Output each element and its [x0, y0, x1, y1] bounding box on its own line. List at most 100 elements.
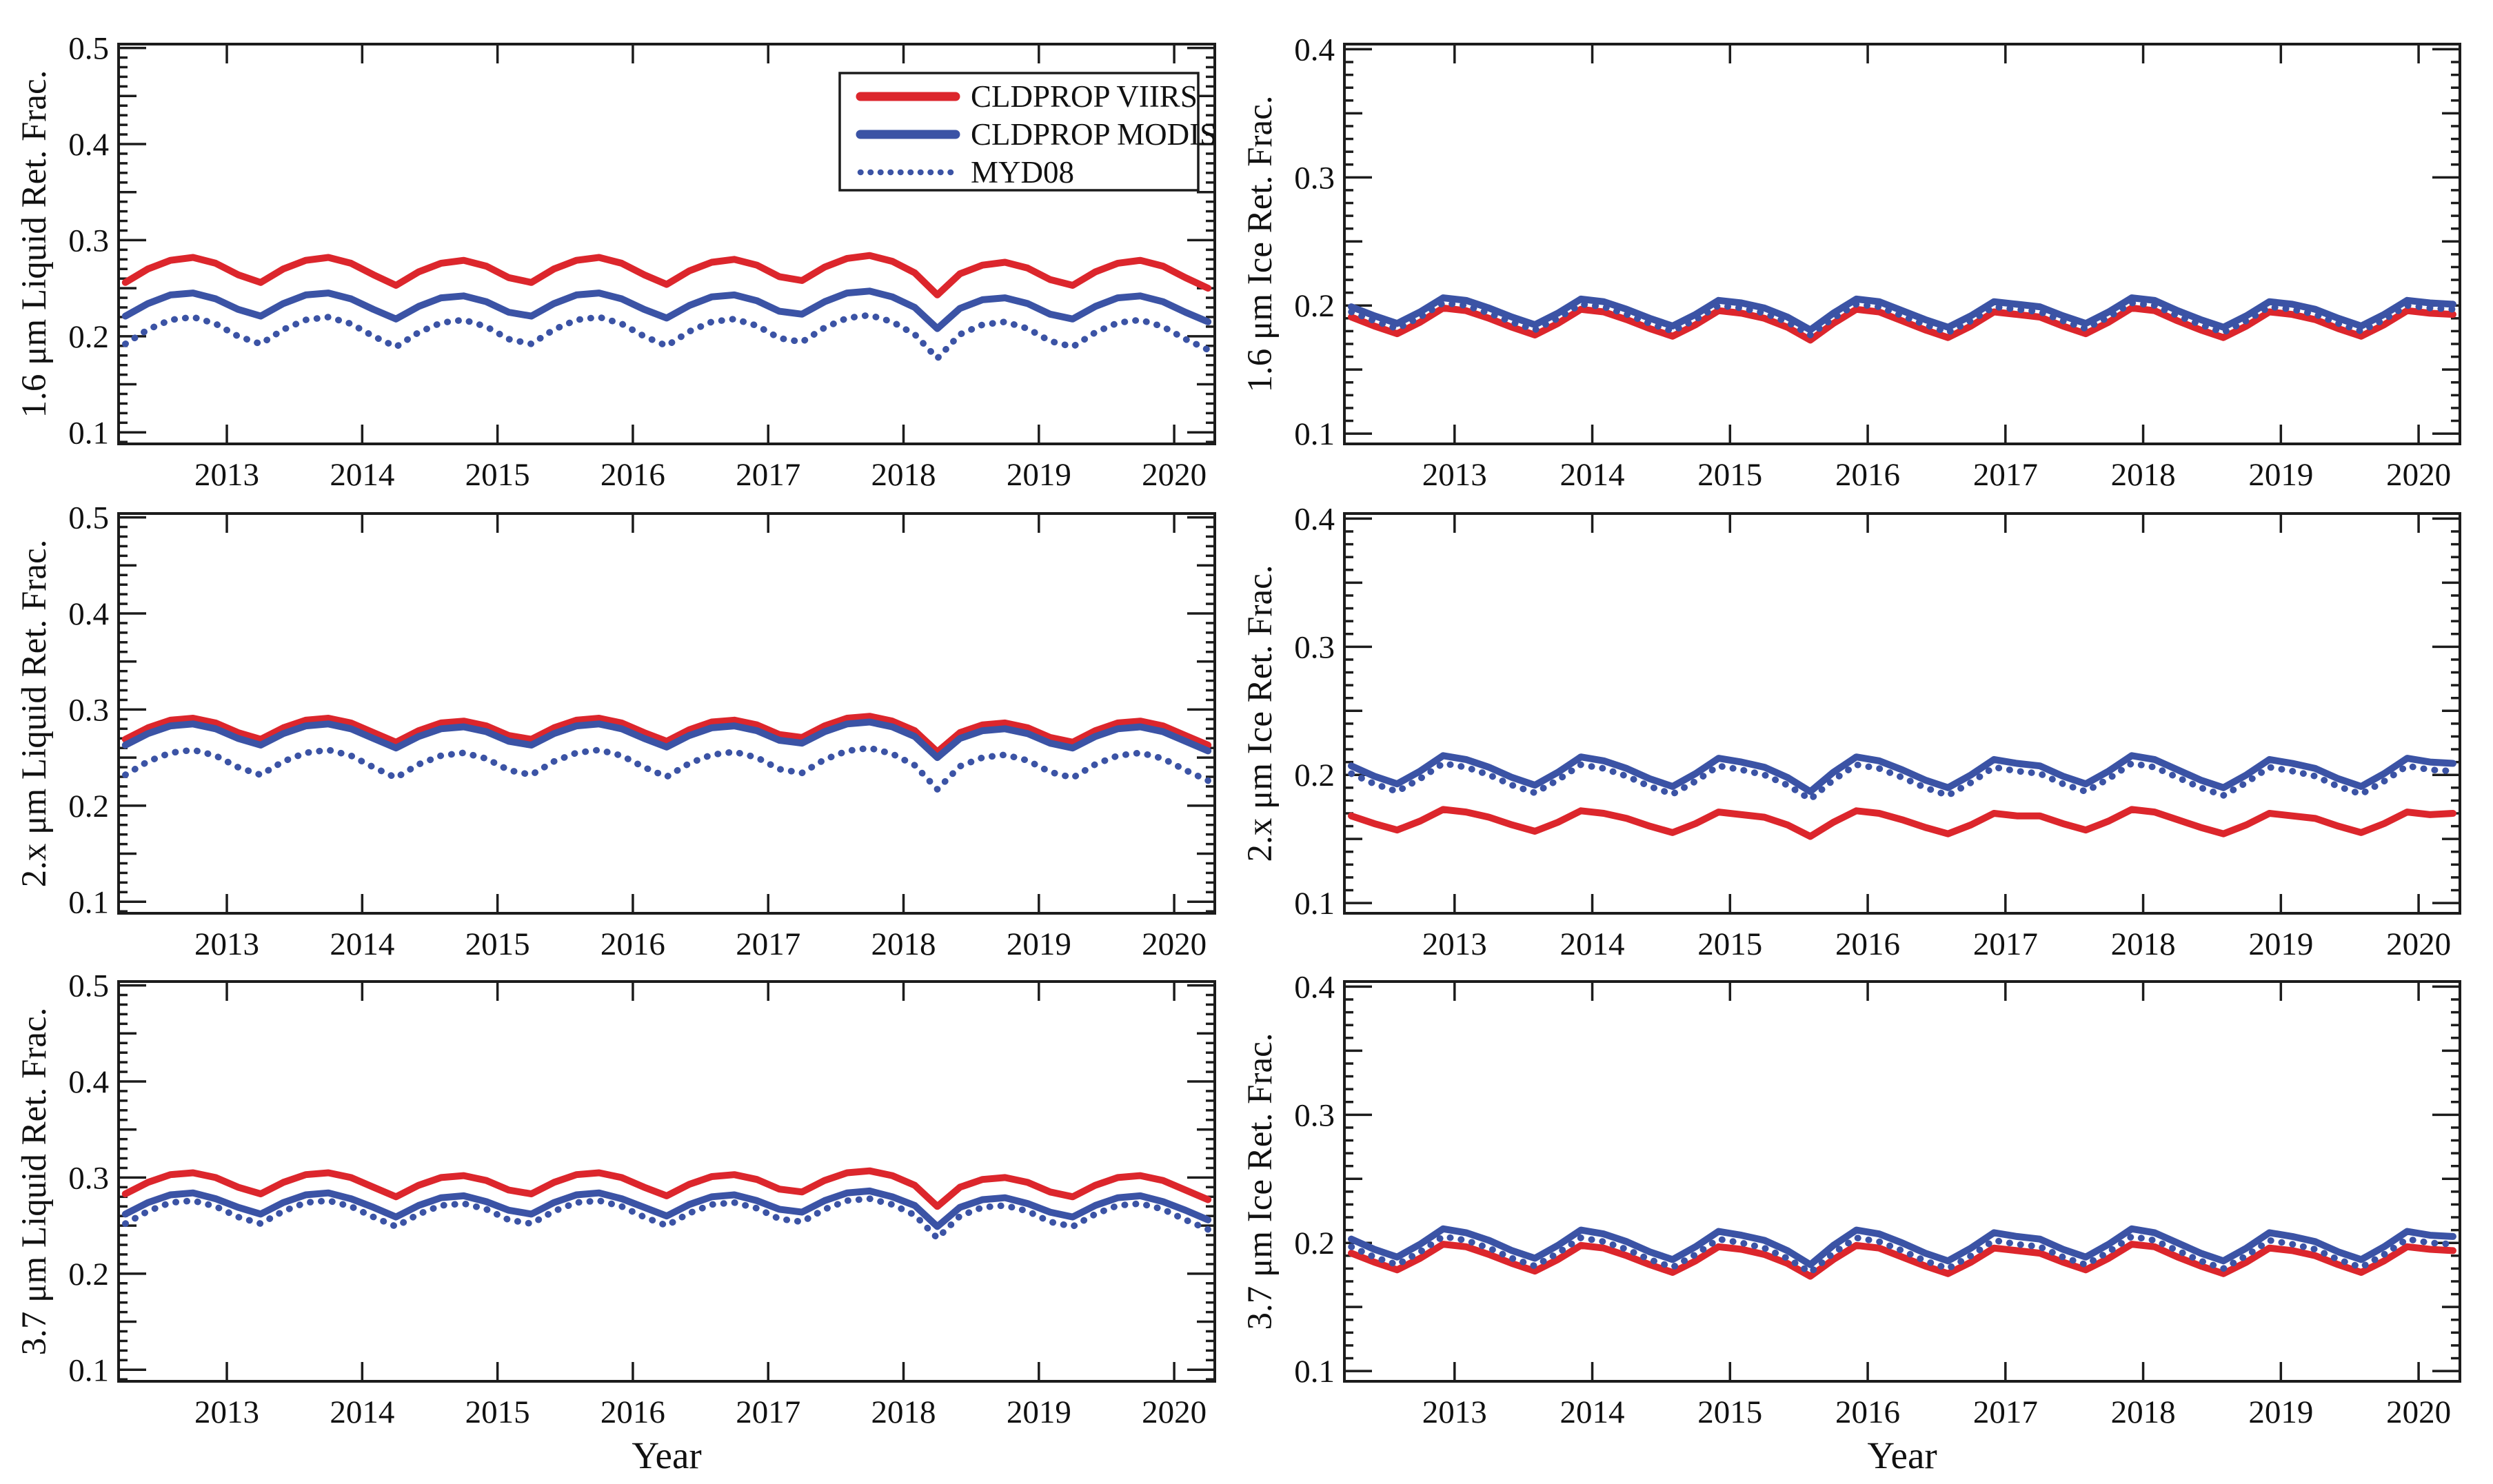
- x-ticks: [1453, 44, 2420, 444]
- y-tick-label: 0.3: [68, 692, 109, 728]
- x-tick-label: 2017: [736, 457, 800, 493]
- series-line-cldprop-viirs: [1348, 1241, 2456, 1280]
- x-tick-label: 2014: [1560, 1394, 1625, 1430]
- series-line-cldprop-modis: [1348, 752, 2456, 795]
- x-tick-label: 2013: [1422, 926, 1487, 962]
- y-tick-label: 0.1: [1294, 886, 1335, 922]
- series-line-myd08: [1348, 299, 2456, 338]
- axis-frame: [117, 980, 1216, 1383]
- y-tick-label: 0.3: [1294, 1097, 1335, 1133]
- legend-label-cldprop-modis: CLDPROP MODIS: [971, 117, 1217, 152]
- series-line-cldprop-modis: [121, 287, 1212, 332]
- x-axis-title: Year: [632, 1434, 701, 1476]
- x-tick-label: 2018: [2111, 457, 2176, 493]
- y-ticks: [119, 984, 1215, 1381]
- y-tick-label: 0.1: [1294, 1354, 1335, 1390]
- y-tick-label: 0.2: [68, 1257, 109, 1292]
- y-tick-label: 0.3: [68, 223, 109, 258]
- x-tick-label: 2015: [465, 1394, 530, 1430]
- x-tick-label: 2016: [1835, 1394, 1900, 1430]
- x-tick-label: 2014: [330, 1394, 394, 1430]
- panel-1-6um-liquid: 0.1 0.2 0.3 0.4 0.5 2013 2014 2015 2016 2017 2018 2…: [15, 31, 1216, 493]
- x-tick-label: 2018: [2111, 926, 2176, 962]
- y-axis-title: 3.7 μm Ice Ret. Frac.: [1241, 1033, 1280, 1330]
- panel-3-7um-ice: 0.1 0.2 0.3 0.4 2013 2014 2015 2016 2017 2018 2019…: [1241, 969, 2461, 1476]
- x-tick-label: 2017: [736, 1394, 800, 1430]
- x-tick-label: 2020: [1142, 926, 1207, 962]
- y-tick-label: 0.5: [68, 31, 109, 67]
- x-tick-label: 2015: [465, 926, 530, 962]
- y-axis-title: 3.7 μm Liquid Ret. Frac.: [15, 1008, 54, 1356]
- x-tick-label: 2020: [2386, 457, 2451, 493]
- x-tick-label: 2015: [1697, 926, 1762, 962]
- x-tick-label: 2019: [1007, 926, 1071, 962]
- x-tick-label: 2018: [871, 457, 936, 493]
- x-axis-title: Year: [1867, 1434, 1937, 1476]
- series-line-cldprop-modis: [121, 718, 1212, 762]
- series-line-cldprop-viirs: [121, 252, 1212, 298]
- y-tick-label: 0.2: [1294, 1226, 1335, 1261]
- y-tick-label: 0.3: [1294, 160, 1335, 196]
- x-ticks: [225, 982, 1175, 1381]
- x-ticks: [1453, 982, 2420, 1381]
- y-axis-title: 1.6 μm Ice Ret. Frac.: [1241, 96, 1280, 393]
- legend-label-cldprop-viirs: CLDPROP VIIRS: [971, 79, 1198, 114]
- x-tick-label: 2013: [194, 926, 259, 962]
- panel-1-6um-ice: 0.1 0.2 0.3 0.4 2013 2014 2015 2016 2017 2018 2019…: [1241, 32, 2461, 493]
- x-tick-label: 2013: [1422, 1394, 1487, 1430]
- x-tick-label: 2013: [194, 457, 259, 493]
- y-ticks: [119, 516, 1215, 913]
- series-line-myd08: [122, 744, 1211, 793]
- y-ticks: [119, 46, 1215, 443]
- y-tick-label: 0.4: [68, 596, 109, 632]
- series-line-cldprop-modis: [121, 1187, 1212, 1230]
- series-line-cldprop-viirs: [1348, 304, 2456, 344]
- y-tick-label: 0.1: [68, 1352, 109, 1388]
- y-tick-label: 0.1: [68, 415, 109, 451]
- y-tick-label: 0.4: [1294, 32, 1335, 68]
- x-tick-label: 2019: [2248, 1394, 2313, 1430]
- x-tick-label: 2017: [1973, 926, 2038, 962]
- x-tick-label: 2020: [1142, 1394, 1207, 1430]
- axis-frame: [117, 512, 1216, 915]
- x-tick-label: 2016: [600, 1394, 665, 1430]
- x-tick-label: 2016: [600, 926, 665, 962]
- y-axis-title: 2.x μm Liquid Ret. Frac.: [15, 540, 54, 888]
- x-ticks: [1453, 514, 2420, 913]
- x-tick-label: 2017: [1973, 1394, 2038, 1430]
- y-ticks: [1344, 48, 2460, 435]
- x-tick-label: 2016: [600, 457, 665, 493]
- x-tick-label: 2017: [1973, 457, 2038, 493]
- axis-frame: [117, 43, 1216, 445]
- series-line-cldprop-viirs: [1348, 806, 2456, 840]
- x-tick-label: 2018: [871, 926, 936, 962]
- y-ticks: [1344, 517, 2460, 904]
- axis-frame: [1343, 980, 2461, 1383]
- series-line-cldprop-modis: [1348, 294, 2456, 334]
- x-tick-label: 2017: [736, 926, 800, 962]
- x-tick-label: 2018: [871, 1394, 936, 1430]
- y-axis-title: 1.6 μm Liquid Ret. Frac.: [15, 70, 54, 418]
- y-tick-label: 0.3: [68, 1160, 109, 1196]
- x-tick-label: 2020: [2386, 1394, 2451, 1430]
- series-line-cldprop-viirs: [121, 713, 1212, 755]
- y-tick-label: 0.5: [68, 500, 109, 536]
- x-tick-label: 2015: [465, 457, 530, 493]
- x-tick-label: 2014: [330, 457, 394, 493]
- y-axis-title: 2.x μm Ice Ret. Frac.: [1241, 565, 1280, 862]
- y-tick-label: 0.4: [1294, 501, 1335, 537]
- axis-frame: [1343, 43, 2461, 445]
- x-tick-label: 2019: [1007, 1394, 1071, 1430]
- x-tick-label: 2020: [2386, 926, 2451, 962]
- x-tick-label: 2013: [194, 1394, 259, 1430]
- axis-frame: [1343, 512, 2461, 915]
- y-tick-label: 0.1: [1294, 416, 1335, 452]
- series-line-myd08: [122, 312, 1211, 362]
- x-tick-label: 2018: [2111, 1394, 2176, 1430]
- series-line-cldprop-viirs: [121, 1167, 1212, 1210]
- x-tick-label: 2019: [1007, 457, 1071, 493]
- y-tick-label: 0.2: [1294, 758, 1335, 793]
- y-tick-label: 0.4: [68, 1064, 109, 1100]
